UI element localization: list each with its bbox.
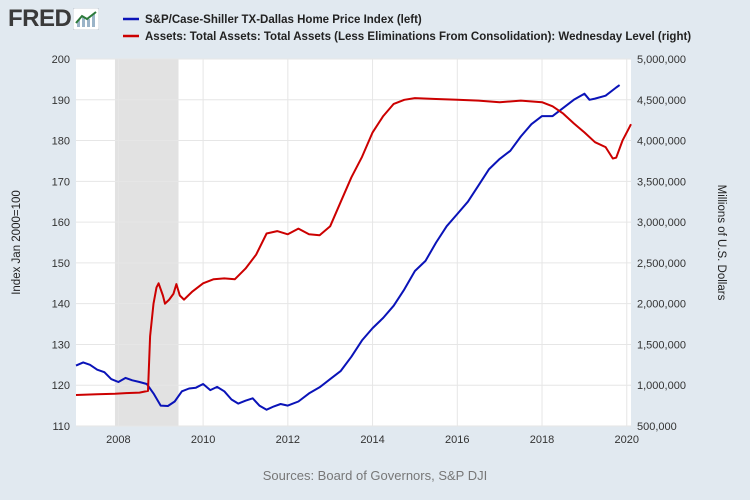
fred-logo-text: FRED	[8, 5, 72, 32]
legend: S&P/Case-Shiller TX-Dallas Home Price In…	[123, 14, 691, 43]
y-right-tick-label: 2,500,000	[637, 258, 686, 270]
y-left-tick-label: 130	[52, 339, 70, 351]
y-left-tick-label: 200	[52, 54, 70, 66]
axis-ticks: 2008 2010 2012 2014 2016 2018 2020 110 120 130 140…	[52, 54, 686, 446]
x-tick-label: 2008	[106, 434, 130, 446]
y-left-tick-label: 180	[52, 136, 70, 148]
y-left-tick-label: 160	[52, 217, 70, 229]
legend-label-red: Assets: Total Assets: Total Assets (Less…	[145, 31, 691, 43]
y-right-tick-label: 4,500,000	[637, 95, 686, 107]
series-line-total-assets	[75, 97, 632, 396]
y-right-tick-label: 4,000,000	[637, 136, 686, 148]
legend-label-blue: S&P/Case-Shiller TX-Dallas Home Price In…	[145, 14, 422, 26]
gridlines	[76, 58, 631, 427]
y-left-tick-label: 120	[52, 380, 70, 392]
series-lines	[75, 84, 632, 411]
y-right-tick-label: 3,500,000	[637, 176, 686, 188]
x-tick-label: 2020	[615, 434, 639, 446]
fred-logo[interactable]: FRED	[8, 5, 100, 32]
y-right-tick-label: 5,000,000	[637, 54, 686, 66]
y-right-tick-label: 1,000,000	[637, 380, 686, 392]
y-axis-right-title: Millions of U.S. Dollars	[715, 185, 727, 301]
y-left-tick-label: 110	[52, 421, 70, 433]
recession-shading	[114, 59, 179, 426]
x-tick-label: 2016	[445, 434, 469, 446]
y-left-tick-label: 170	[52, 176, 70, 188]
y-right-tick-label: 1,500,000	[637, 339, 686, 351]
y-axis-left-title: Index Jan 2000=100	[11, 190, 23, 295]
x-tick-label: 2014	[360, 434, 384, 446]
x-tick-label: 2012	[276, 434, 300, 446]
y-left-tick-label: 190	[52, 95, 70, 107]
series-line-home-price-index	[75, 84, 621, 411]
source-note: Sources: Board of Governors, S&P DJI	[263, 468, 487, 483]
y-left-tick-label: 140	[52, 299, 70, 311]
y-right-tick-label: 2,000,000	[637, 299, 686, 311]
y-left-tick-label: 150	[52, 258, 70, 270]
x-tick-label: 2010	[191, 434, 215, 446]
y-right-tick-label: 500,000	[637, 421, 677, 433]
x-tick-label: 2018	[530, 434, 554, 446]
y-right-tick-label: 3,000,000	[637, 217, 686, 229]
recession-band	[114, 59, 179, 426]
trend-line-icon	[73, 8, 100, 30]
